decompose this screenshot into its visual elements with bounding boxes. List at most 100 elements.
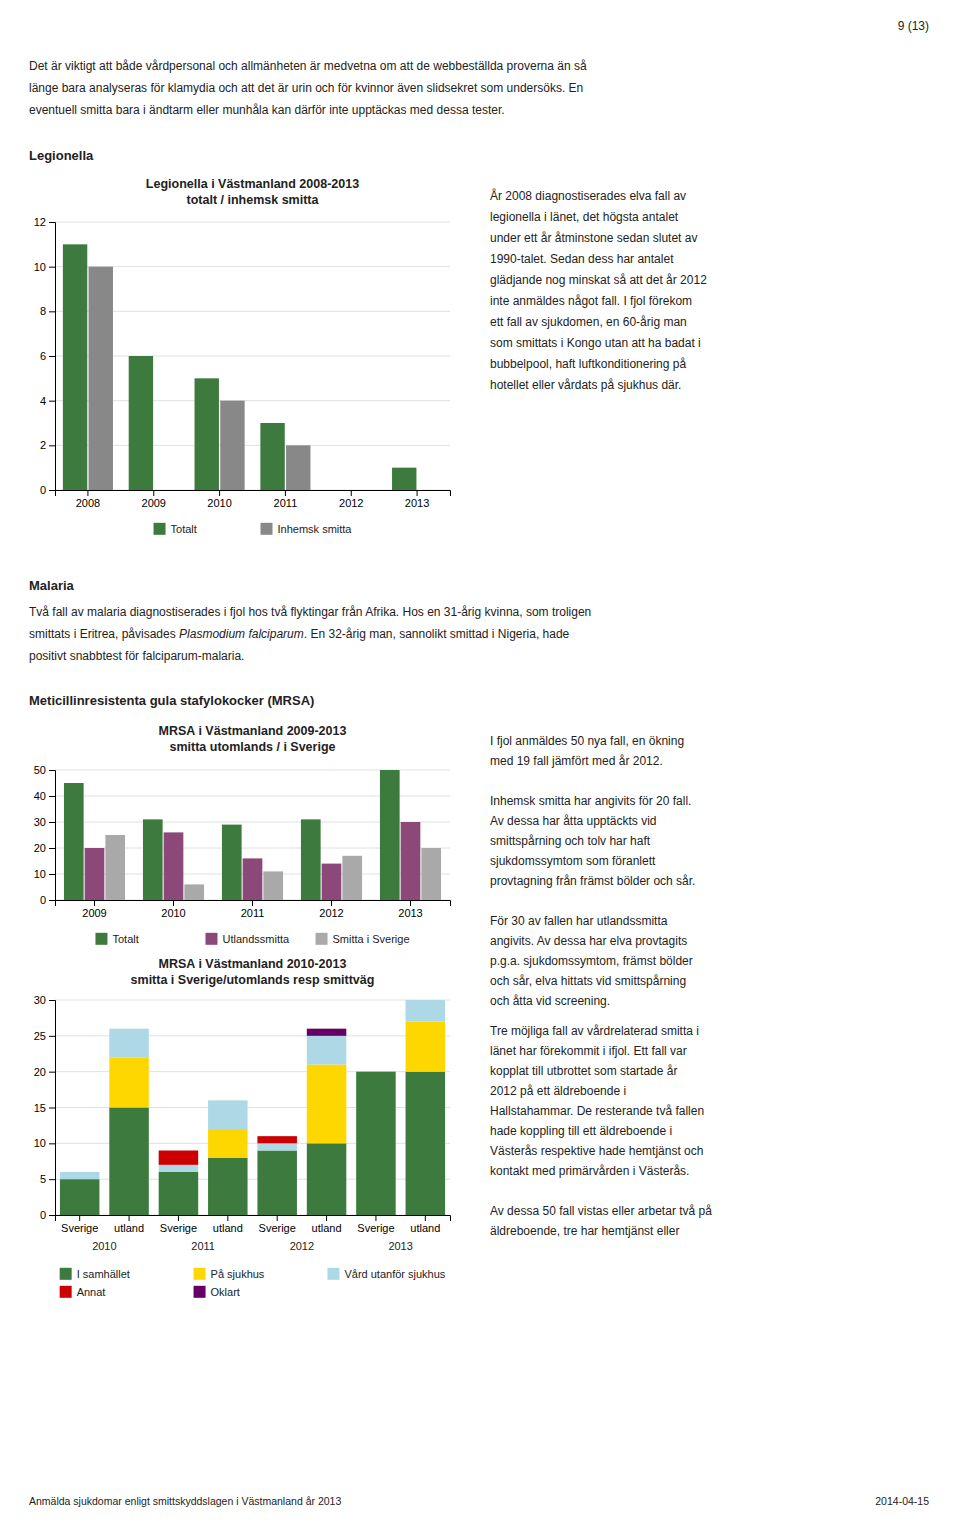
bar-segment xyxy=(60,1172,100,1179)
bar-segment xyxy=(406,1072,446,1215)
bar-segment xyxy=(208,1100,248,1101)
legend-item: Totalt xyxy=(154,523,197,535)
tick-mark xyxy=(331,900,332,906)
tick-mark xyxy=(49,1108,55,1109)
bar-segment xyxy=(356,1071,396,1072)
tick-mark xyxy=(49,1036,55,1037)
tick-label: 2010 xyxy=(207,497,231,509)
tick: Sverige xyxy=(61,1215,98,1234)
x-axis: SverigeutlandSverigeutlandSverigeutlandS… xyxy=(56,1215,451,1234)
legend-swatch xyxy=(60,1268,72,1280)
y-axis: 024681012 xyxy=(34,216,56,496)
tick-label: 10 xyxy=(34,1137,46,1149)
tick-mark xyxy=(49,1215,55,1216)
tick-label: Sverige xyxy=(259,1222,296,1234)
tick-mark xyxy=(49,1179,55,1180)
chart-title: Legionella i Västmanland 2008-2013totalt… xyxy=(146,177,359,207)
legend: TotaltUtlandssmittaSmitta i Sverige xyxy=(95,933,409,945)
legend-item: Annat xyxy=(60,1286,106,1298)
tick-mark xyxy=(285,490,286,496)
tick-label: Sverige xyxy=(160,1222,197,1234)
tick-mark xyxy=(49,401,55,402)
grid xyxy=(55,770,450,900)
body-text: Av dessa 50 fall vistas eller arbetar tv… xyxy=(490,1204,712,1218)
legend-swatch xyxy=(194,1268,206,1280)
tick-label: 5 xyxy=(40,1173,46,1185)
tick-label: utland xyxy=(213,1222,243,1234)
bar-segment xyxy=(307,1029,347,1036)
legend-swatch xyxy=(205,933,217,945)
body-text: sjukdomssymtom som föranlett xyxy=(490,854,656,868)
legend-item: Totalt xyxy=(95,933,138,945)
body-text: som smittats i Kongo utan att ha badat i xyxy=(490,336,701,350)
bar-segment xyxy=(406,1000,446,1001)
tick-label: 8 xyxy=(40,305,46,317)
body-text: hotellet eller vårdats på sjukhus där. xyxy=(490,378,681,392)
tick-mark xyxy=(410,900,411,906)
x-axis: 20092010201120122013 xyxy=(56,900,451,919)
tick: 5 xyxy=(40,1173,55,1185)
tick-mark xyxy=(49,822,55,823)
tick: 30 xyxy=(34,816,55,828)
tick: 30 xyxy=(34,994,55,1006)
tick: utland xyxy=(312,1215,342,1234)
body-text: under ett år åtminstone sedan slutet av xyxy=(490,231,697,245)
bar xyxy=(129,356,153,490)
body-text: inte anmäldes något fall. I fjol förekom xyxy=(490,294,692,308)
bar-segment xyxy=(406,1000,446,1022)
body-text: kopplat till utbrottet som startade år xyxy=(490,1064,677,1078)
tick: 2013 xyxy=(405,490,429,509)
tick-mark xyxy=(94,900,95,906)
legend-item: Oklart xyxy=(194,1286,240,1298)
legend-swatch xyxy=(95,933,107,945)
tick-mark xyxy=(178,1215,179,1221)
tick-label: 2012 xyxy=(319,907,343,919)
axis-line xyxy=(49,1001,56,1216)
tick-mark xyxy=(173,900,174,906)
body-text: År 2008 diagnostiserades elva fall av xyxy=(490,188,686,203)
tick-mark xyxy=(49,445,55,446)
bar xyxy=(143,819,163,900)
legend-swatch xyxy=(154,523,166,535)
tick-mark xyxy=(49,848,55,849)
body-text: Två fall av malaria diagnostiserades i f… xyxy=(29,605,591,619)
bar xyxy=(260,423,284,490)
legend-label: I samhället xyxy=(77,1268,130,1280)
bar xyxy=(64,783,84,900)
title-line: MRSA i Västmanland 2009-2013 xyxy=(159,724,347,738)
tick-mark xyxy=(49,900,55,901)
tick: 0 xyxy=(40,1209,55,1221)
body-text: Av dessa har åtta upptäckts vid xyxy=(490,814,657,828)
bar-segment xyxy=(257,1136,297,1137)
tick: 2011 xyxy=(274,490,298,509)
title-line: Legionella i Västmanland 2008-2013 xyxy=(146,177,359,191)
bar-segment xyxy=(307,1065,347,1144)
legend-item: Inhemsk smitta xyxy=(261,523,353,535)
body-text: provtagning från främst bölder och sår. xyxy=(490,874,695,888)
legend-label: Totalt xyxy=(171,523,197,535)
tick-label: Sverige xyxy=(61,1222,98,1234)
tick-label: 2013 xyxy=(405,497,429,509)
tick: 2008 xyxy=(76,490,100,509)
bar xyxy=(286,445,310,490)
tick: 25 xyxy=(34,1030,55,1042)
tick-label: 0 xyxy=(40,484,46,496)
body-text: länet har förekommit i ifjol. Ett fall v… xyxy=(490,1044,687,1058)
tick-mark xyxy=(49,1143,55,1144)
body-text: Inhemsk smitta har angivits för 20 fall. xyxy=(490,794,691,808)
bar-segment xyxy=(109,1028,149,1029)
bar-segment xyxy=(159,1165,199,1172)
tick-label: 2 xyxy=(40,439,46,451)
axis-line xyxy=(49,771,56,901)
body-text: Hallstahammar. De resterande två fallen xyxy=(490,1104,704,1118)
legend-item: Vård utanför sjukhus xyxy=(327,1268,445,1280)
axis-line xyxy=(56,901,451,907)
tick: 2009 xyxy=(82,900,106,919)
tick: 2013 xyxy=(398,900,422,919)
bar-segment xyxy=(406,1022,446,1072)
title-line: smitta i Sverige/utomlands resp smittväg xyxy=(131,973,375,987)
chart-title: MRSA i Västmanland 2009-2013smitta utoml… xyxy=(159,724,347,754)
legend: I samhälletPå sjukhusVård utanför sjukhu… xyxy=(60,1268,446,1298)
tick: 10 xyxy=(34,868,55,880)
legend-label: Smitta i Sverige xyxy=(333,933,410,945)
